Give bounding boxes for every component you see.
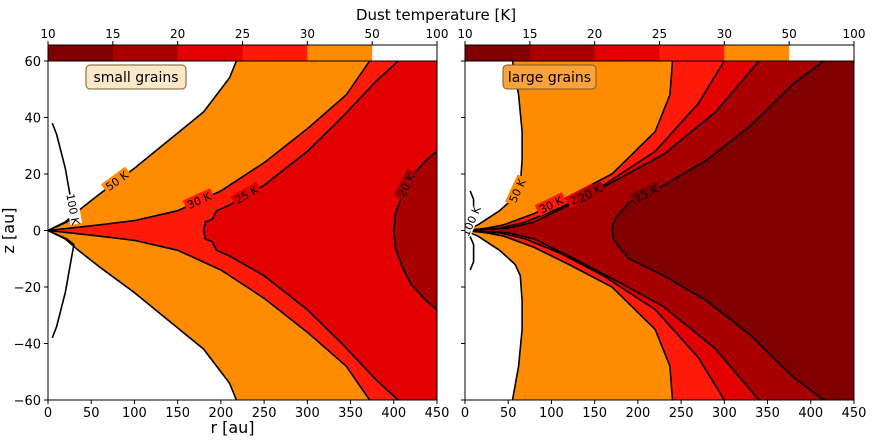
- contour-line-30K: [48, 229, 371, 400]
- x-tick-label: 100: [122, 406, 147, 421]
- y-tick-label: −20: [14, 281, 41, 296]
- colorbar-tick-label: 25: [652, 27, 667, 41]
- colorbar-segment-10: [48, 45, 114, 61]
- contour-line-50K: [48, 229, 238, 400]
- y-tick-label: 40: [24, 112, 41, 127]
- colorbar-segment-20: [177, 45, 243, 61]
- colorbar-segment-30: [724, 45, 790, 61]
- colorbar-segment-10: [465, 45, 531, 61]
- region-below-25K: [203, 61, 437, 400]
- y-tick-label: 0: [33, 225, 41, 240]
- x-tick-label: 350: [338, 406, 363, 421]
- contour-line-50K: [465, 229, 523, 400]
- y-tick-label: 20: [24, 168, 41, 183]
- colorbar-tick-label: 15: [105, 27, 120, 41]
- y-tick-label: 60: [24, 55, 41, 70]
- x-tick-label: 50: [500, 406, 517, 421]
- x-tick-label: 50: [83, 406, 100, 421]
- x-tick-label: 400: [381, 406, 406, 421]
- contour-line-20K: [393, 230, 437, 311]
- x-tick-label: 250: [252, 406, 277, 421]
- x-tick-label: 450: [425, 406, 450, 421]
- colorbar-tick-label: 100: [426, 27, 449, 41]
- colorbar-tick-label: 15: [522, 27, 537, 41]
- colorbar-segment-25: [659, 45, 725, 61]
- contour-line-25K: [465, 229, 725, 400]
- contour-line-15K: [611, 230, 825, 400]
- colorbar-tick-label: 25: [235, 27, 250, 41]
- colorbar-tick-label: 10: [457, 27, 472, 41]
- contour-line-30K: [465, 229, 674, 400]
- y-tick-label: −40: [14, 338, 41, 353]
- x-axis-label: r [au]: [210, 418, 254, 437]
- colorbar-segment-25: [242, 45, 308, 61]
- colorbar-tick-label: 100: [843, 27, 866, 41]
- colorbar-segment-50: [789, 45, 855, 61]
- x-tick-label: 350: [755, 406, 780, 421]
- figure-title: Dust temperature [K]: [356, 6, 516, 24]
- contour-line-25K: [202, 230, 399, 400]
- contour-line-15K: [611, 61, 825, 231]
- colorbar-tick-label: 20: [587, 27, 602, 41]
- panel-annotation: large grains: [508, 70, 591, 86]
- x-tick-label: 0: [44, 406, 52, 421]
- colorbar-segment-50: [372, 45, 438, 61]
- y-tick-label: −60: [14, 394, 41, 409]
- colorbar-tick-label: 50: [782, 27, 797, 41]
- contour-line-100K: [48, 229, 75, 339]
- x-tick-label: 250: [669, 406, 694, 421]
- panel-annotation: small grains: [93, 70, 178, 86]
- colorbar-segment-30: [307, 45, 373, 61]
- x-tick-label: 200: [625, 406, 650, 421]
- colorbar-segment-20: [594, 45, 660, 61]
- colorbar-tick-label: 10: [40, 27, 55, 41]
- contour-label: 100 K: [63, 193, 82, 227]
- region-below-15K: [612, 61, 854, 400]
- x-tick-label: 0: [461, 406, 469, 421]
- contour-line-20K: [465, 229, 760, 400]
- x-tick-label: 300: [295, 406, 320, 421]
- x-tick-label: 150: [582, 406, 607, 421]
- colorbar-tick-label: 20: [170, 27, 185, 41]
- colorbar-segment-15: [529, 45, 596, 61]
- x-tick-label: 300: [712, 406, 737, 421]
- colorbar-segment-15: [112, 45, 179, 61]
- x-tick-label: 450: [842, 406, 867, 421]
- x-tick-label: 200: [208, 406, 233, 421]
- x-tick-label: 100: [539, 406, 564, 421]
- colorbar-tick-label: 50: [365, 27, 380, 41]
- colorbar-tick-label: 30: [300, 27, 315, 41]
- x-tick-label: 150: [165, 406, 190, 421]
- x-tick-label: 400: [798, 406, 823, 421]
- y-axis-label: z [au]: [0, 208, 18, 254]
- colorbar-tick-label: 30: [717, 27, 732, 41]
